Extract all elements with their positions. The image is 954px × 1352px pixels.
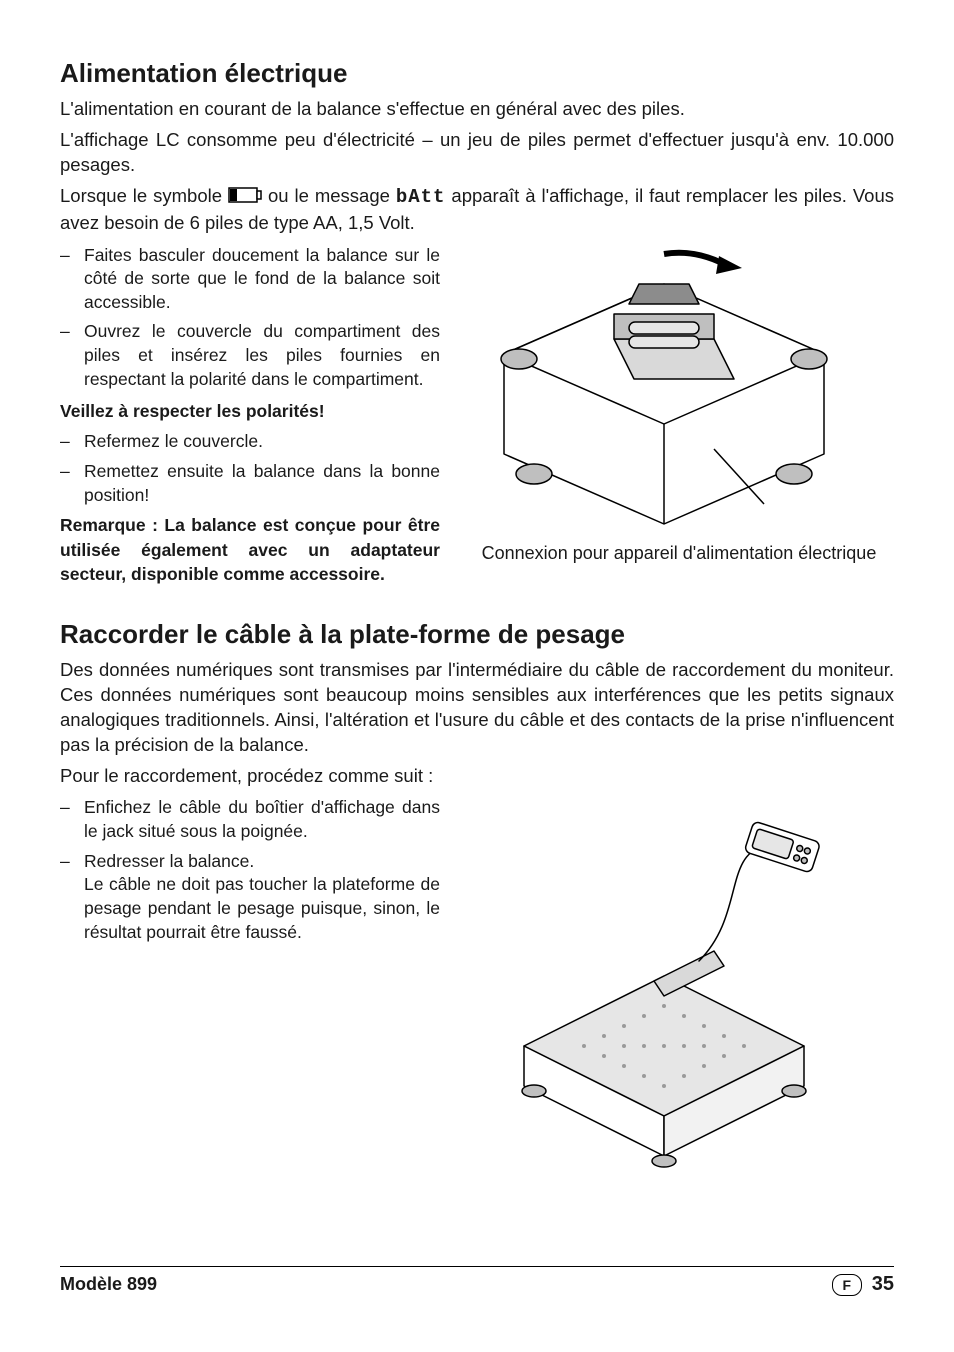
section2: Raccorder le câble à la plate-forme de p… — [60, 619, 894, 1207]
figure1-caption: Connexion pour appareil d'alimentation é… — [464, 542, 894, 565]
section2-columns: Enfichez le câble du boîtier d'affichage… — [60, 796, 894, 1206]
list-item: Faites basculer doucement la balance sur… — [60, 244, 440, 315]
section2-left: Enfichez le câble du boîtier d'affichage… — [60, 796, 440, 1206]
list-item: Remettez ensuite la balance dans la bonn… — [60, 460, 440, 507]
section2-right — [464, 796, 894, 1206]
list-item: Ouvrez le couvercle du compartiment des … — [60, 320, 440, 391]
footer-model: Modèle 899 — [60, 1274, 157, 1295]
bullet-main: Redresser la balance. — [84, 851, 254, 871]
list-item: Refermez le couvercle. — [60, 430, 440, 454]
section2-heading: Raccorder le câble à la plate-forme de p… — [60, 619, 894, 650]
figure-scale-underside — [464, 244, 844, 534]
page-footer: Modèle 899 F 35 — [60, 1266, 894, 1296]
batt-code: bAtt — [396, 186, 446, 208]
para3-part-b: ou le message — [268, 185, 396, 206]
section1-heading: Alimentation électrique — [60, 58, 894, 89]
lang-badge: F — [832, 1274, 862, 1296]
section2-para1: Des données numériques sont transmises p… — [60, 658, 894, 758]
section1-bullets1: Faites basculer doucement la balance sur… — [60, 244, 440, 392]
page: Alimentation électrique L'alimentation e… — [0, 0, 954, 1352]
section1-left: Faites basculer doucement la balance sur… — [60, 244, 440, 587]
battery-icon — [228, 185, 262, 210]
section1-para2: L'affichage LC consomme peu d'électricit… — [60, 128, 894, 178]
para3-part-a: Lorsque le symbole — [60, 185, 228, 206]
section1-bullets2: Refermez le couvercle. Remettez ensuite … — [60, 430, 440, 507]
figure-scale-with-cable — [464, 796, 844, 1206]
bullet-sub: Le câble ne doit pas toucher la platefor… — [84, 874, 440, 941]
polarity-warning: Veillez à respecter les polarités! — [60, 401, 440, 422]
section1-right: Connexion pour appareil d'alimentation é… — [464, 244, 894, 587]
section1-para1: L'alimentation en courant de la balance … — [60, 97, 894, 122]
list-item: Enfichez le câble du boîtier d'affichage… — [60, 796, 440, 843]
section1-para3: Lorsque le symbole ou le message bAtt ap… — [60, 184, 894, 236]
section1-columns: Faites basculer doucement la balance sur… — [60, 244, 894, 587]
section2-bullets: Enfichez le câble du boîtier d'affichage… — [60, 796, 440, 944]
page-number: 35 — [872, 1273, 894, 1296]
list-item: Redresser la balance. Le câble ne doit p… — [60, 850, 440, 945]
section1-note: Remarque : La balance est conçue pour êt… — [60, 513, 440, 587]
footer-right: F 35 — [832, 1273, 894, 1296]
section2-para2: Pour le raccordement, procédez comme sui… — [60, 764, 894, 789]
